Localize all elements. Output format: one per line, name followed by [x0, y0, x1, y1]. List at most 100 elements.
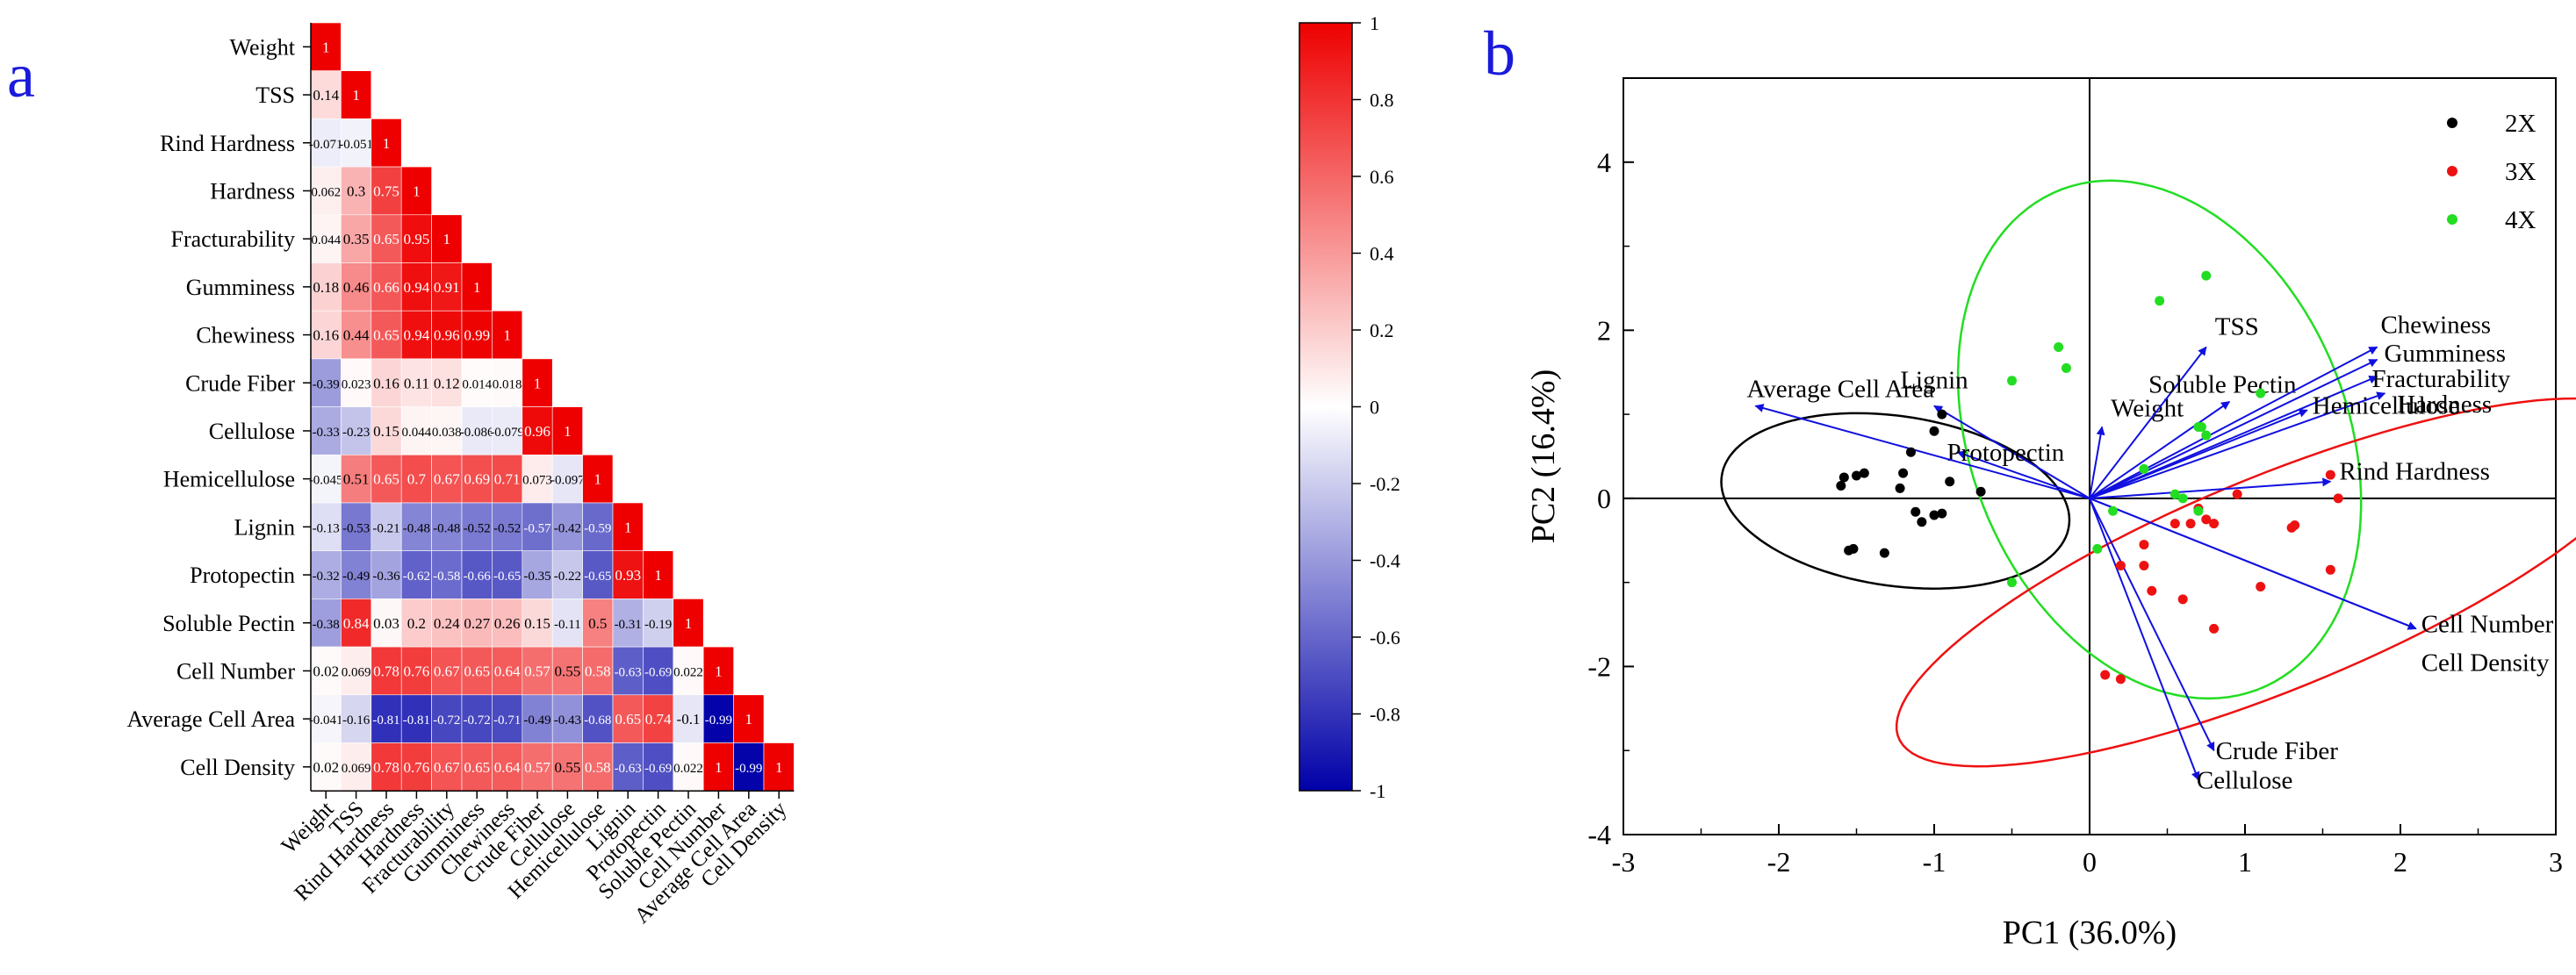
row-label-tss: TSS — [255, 82, 295, 108]
heatmap-cell — [492, 742, 523, 792]
score-point-2x — [1852, 470, 1861, 481]
heatmap-cell — [400, 406, 432, 455]
heatmap-cell — [492, 599, 523, 648]
heatmap-cell-value: 0.57 — [524, 663, 550, 679]
row-label-lignin: Lignin — [234, 514, 295, 540]
score-point-2x — [1910, 506, 1921, 517]
heatmap-cell — [431, 454, 463, 504]
heatmap-cell — [310, 454, 342, 504]
score-point-2x — [1929, 426, 1939, 436]
heatmap-cell-value: 0.78 — [373, 663, 399, 679]
heatmap-cell — [461, 742, 493, 792]
heatmap-cell — [612, 694, 644, 743]
heatmap-cell — [522, 742, 553, 792]
heatmap-cell — [643, 742, 674, 792]
score-point-4x — [2007, 577, 2017, 588]
heatmap-cell-value: -0.49 — [523, 713, 550, 728]
score-point-3x — [2177, 594, 2188, 605]
heatmap-cell-value: -0.52 — [464, 521, 491, 535]
heatmap-cell-value: -0.68 — [584, 713, 611, 728]
score-point-4x — [2256, 388, 2266, 398]
heatmap-cell-value: 0.3 — [347, 183, 365, 199]
heatmap-cell — [341, 454, 372, 504]
heatmap-cell — [763, 742, 795, 792]
heatmap-cell — [582, 550, 614, 599]
legend-label-4x: 4X — [2505, 206, 2536, 234]
score-point-4x — [2201, 270, 2212, 281]
heatmap-cell — [612, 502, 644, 552]
heatmap-cell — [310, 358, 342, 407]
heatmap-cell — [371, 118, 402, 168]
loading-arrow-hardness — [2089, 391, 2386, 499]
x-tick-label: -2 — [1767, 846, 1791, 878]
heatmap-cell-value: 1 — [383, 135, 391, 152]
score-point-3x — [2139, 540, 2149, 550]
heatmap-cell-value: 0.073 — [522, 474, 552, 488]
x-tick-label: -3 — [1612, 846, 1636, 878]
score-point-4x — [2155, 296, 2165, 306]
heatmap-cell — [371, 262, 402, 312]
heatmap-cell-value: 0.24 — [434, 615, 460, 632]
heatmap-cell — [310, 22, 342, 72]
heatmap-cell — [400, 214, 432, 263]
score-point-3x — [2256, 581, 2266, 591]
score-point-3x — [2333, 493, 2343, 504]
x-tick-label: 2 — [2393, 846, 2407, 878]
loading-label-fracturability: Fracturability — [2371, 365, 2510, 393]
heatmap-cell — [341, 310, 372, 360]
loading-arrow-weight — [2089, 426, 2105, 499]
heatmap-cell — [400, 166, 432, 216]
heatmap-cell-value: 0.91 — [434, 279, 460, 296]
heatmap-cell — [702, 694, 734, 743]
heatmap-cell-value: -0.086 — [460, 426, 494, 440]
heatmap-cell-value: 0.023 — [342, 377, 371, 391]
score-point-4x — [2007, 376, 2017, 386]
heatmap-cell-value: 0.67 — [434, 663, 460, 679]
score-point-2x — [1937, 508, 1947, 519]
heatmap-cells: 10.14 1-0.071-0.051 10.062 0.3 0.75 10.044 0.3… — [309, 22, 795, 792]
heatmap-cell-value: -0.097 — [550, 474, 585, 488]
heatmap-cell-value: 0.069 — [342, 665, 371, 679]
heatmap-cell-value: 1 — [564, 423, 572, 440]
colorbar-gradient — [1299, 22, 1353, 792]
heatmap-cell — [643, 550, 674, 599]
loading-arrow-hemicellulose — [2089, 409, 2308, 499]
heatmap-cell — [492, 694, 523, 743]
heatmap-cell-value: -0.16 — [342, 713, 371, 728]
heatmap-cell-value: -0.31 — [615, 618, 642, 632]
row-label-average-cell-area: Average Cell Area — [126, 706, 295, 732]
heatmap-cell-value: 0.11 — [404, 375, 429, 391]
heatmap-cell-value: 1 — [473, 279, 481, 296]
heatmap-cell-value: 0.44 — [343, 327, 370, 344]
heatmap-cell — [371, 358, 402, 407]
heatmap-cell — [461, 454, 493, 504]
heatmap-cell — [612, 742, 644, 792]
y-tick-label: -2 — [1587, 650, 1611, 682]
heatmap-cell-value: -0.071 — [309, 138, 343, 152]
heatmap-cell-value: 0.94 — [404, 279, 430, 296]
heatmap-cell — [733, 694, 765, 743]
heatmap-cell-value: 0.65 — [464, 663, 490, 679]
heatmap-cell — [582, 694, 614, 743]
loading-label-gumminess: Gumminess — [2384, 340, 2506, 368]
legend-label-3x: 3X — [2505, 158, 2536, 186]
heatmap-cell-value: -0.53 — [342, 521, 370, 535]
heatmap-cell — [341, 262, 372, 312]
loading-arrow-crude-fiber — [2089, 498, 2215, 752]
heatmap-cell — [582, 454, 614, 504]
heatmap-cell-value: 0.044 — [402, 426, 432, 440]
heatmap-cell-value: 1 — [715, 663, 723, 679]
score-point-2x — [1848, 543, 1859, 554]
heatmap-cell — [461, 406, 493, 455]
score-point-4x — [2201, 430, 2212, 441]
row-label-gumminess: Gumminess — [186, 275, 295, 300]
heatmap-cell-value: -0.051 — [339, 138, 373, 152]
score-point-2x — [1945, 477, 1955, 487]
legend-label-2x: 2X — [2505, 110, 2536, 138]
heatmap-cell-value: 0.16 — [373, 375, 399, 391]
heatmap-cell-value: -0.59 — [584, 521, 611, 535]
heatmap-cell — [341, 550, 372, 599]
heatmap-cell — [400, 454, 432, 504]
heatmap-cell-value: -0.63 — [615, 665, 642, 679]
heatmap-cell-value: -0.81 — [372, 713, 399, 728]
